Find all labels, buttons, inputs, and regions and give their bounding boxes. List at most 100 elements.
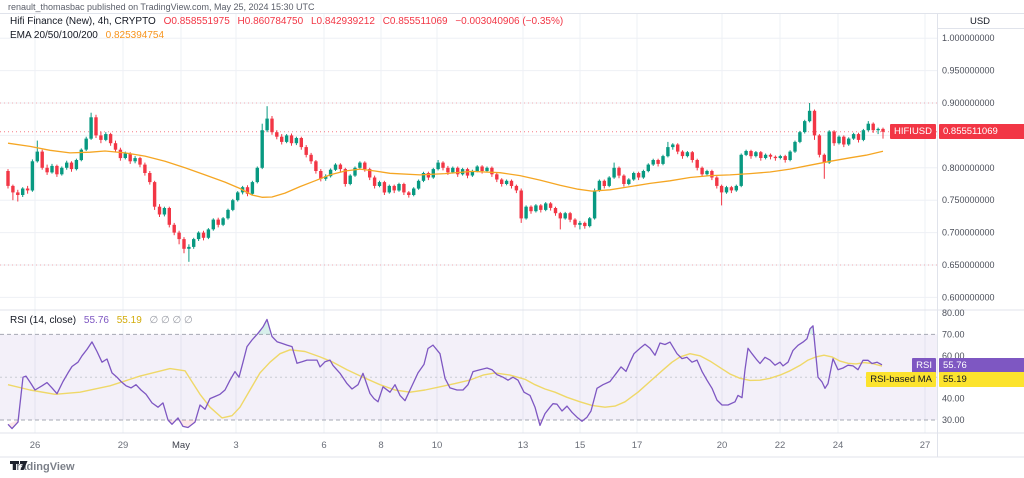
candle [333, 163, 338, 171]
candle [324, 174, 328, 181]
candle [876, 127, 880, 135]
price-tick-label: 1.000000000 [942, 33, 995, 43]
ema-legend: EMA 20/50/100/200 0.825394754 [10, 30, 169, 41]
candle [11, 184, 15, 201]
candle [55, 164, 59, 177]
candle [196, 231, 201, 241]
time-tick-label: 15 [575, 440, 586, 451]
time-tick-label: 10 [432, 440, 443, 451]
candle [651, 158, 655, 166]
candle [690, 151, 694, 163]
candle [143, 162, 147, 176]
candle [426, 171, 431, 181]
candle [548, 202, 553, 211]
candle [861, 128, 866, 142]
candle [759, 151, 763, 161]
rsi-tick-label: 30.00 [942, 415, 965, 425]
candle [79, 148, 83, 162]
candle [695, 158, 699, 171]
rsi-tick-label: 40.00 [942, 394, 965, 404]
last-price-label: 0.855511069 [939, 124, 1024, 139]
ema-title[interactable]: EMA 20/50/100/200 [10, 30, 98, 41]
candle [705, 169, 709, 176]
candle [280, 134, 284, 145]
candle [133, 156, 137, 164]
candle [671, 143, 675, 150]
candle [314, 160, 318, 174]
candle [837, 135, 841, 145]
candle [539, 204, 543, 213]
rsi-title[interactable]: RSI (14, close) [10, 315, 77, 326]
price-tick-label: 0.950000000 [942, 66, 995, 76]
time-tick-label: 3 [233, 440, 238, 451]
candle [524, 205, 528, 220]
candle [152, 180, 157, 210]
rsi-oversold-fill [168, 420, 176, 425]
candle [627, 178, 631, 186]
tradingview-logo[interactable] [10, 461, 28, 474]
rsi-ma-value-label: 55.19 [939, 372, 1024, 387]
candle [50, 163, 54, 174]
candle [578, 220, 582, 230]
candle [778, 154, 782, 160]
candle [108, 132, 113, 146]
candle [553, 206, 558, 216]
symbol-title[interactable]: Hifi Finance (New), 4h, CRYPTO [10, 16, 156, 27]
rsi-tick-label: 70.00 [942, 329, 965, 339]
candle [881, 127, 885, 139]
candle [724, 185, 729, 194]
candle [597, 179, 602, 192]
ema-line [7, 142, 884, 198]
candle [851, 132, 856, 140]
candle [407, 191, 411, 198]
candle [534, 204, 538, 213]
rsi-tick-label: 60.00 [942, 351, 965, 361]
candle [646, 163, 650, 173]
candle [749, 149, 753, 159]
time-tick-label: May [172, 440, 190, 451]
candle [30, 159, 35, 192]
candle [270, 116, 274, 135]
rsi-legend: RSI (14, close) 55.76 55.19 ∅ ∅ ∅ ∅ [10, 315, 198, 326]
candle [754, 151, 758, 158]
candle [666, 141, 670, 158]
candle [783, 154, 787, 163]
candle [138, 156, 142, 168]
candle [328, 168, 333, 178]
ohlc-open: O0.858551975 [163, 16, 230, 27]
candle [40, 149, 44, 170]
candle [35, 140, 39, 163]
rsi-ma-value: 55.19 [116, 315, 142, 326]
candle [583, 221, 587, 229]
candle [685, 151, 690, 158]
candle [118, 147, 123, 161]
candle [372, 175, 377, 189]
candle [382, 180, 387, 195]
candle [309, 152, 313, 164]
candle [441, 161, 445, 171]
candle [866, 121, 870, 132]
candle [485, 166, 489, 173]
candle [529, 205, 533, 214]
rsi-value: 55.76 [83, 315, 109, 326]
rsi-ma-line [7, 349, 883, 419]
candle [402, 182, 406, 195]
candle [739, 153, 743, 188]
symbol-price-tag: HIFIUSD [890, 124, 936, 139]
rsi-value-label: 55.76 [939, 358, 1024, 373]
candle [84, 136, 88, 151]
time-tick-label: 22 [775, 440, 786, 451]
time-tick-label: 17 [632, 440, 643, 451]
candle [289, 133, 294, 146]
rsi-overbought-fill [808, 325, 814, 335]
candle [842, 135, 846, 148]
candle [793, 140, 797, 153]
price-tick-label: 0.800000000 [942, 163, 995, 173]
candle [74, 158, 79, 171]
candle [275, 130, 279, 140]
candle [245, 185, 250, 197]
candle [192, 237, 196, 249]
price-pane[interactable] [6, 103, 885, 262]
candle [729, 185, 734, 194]
